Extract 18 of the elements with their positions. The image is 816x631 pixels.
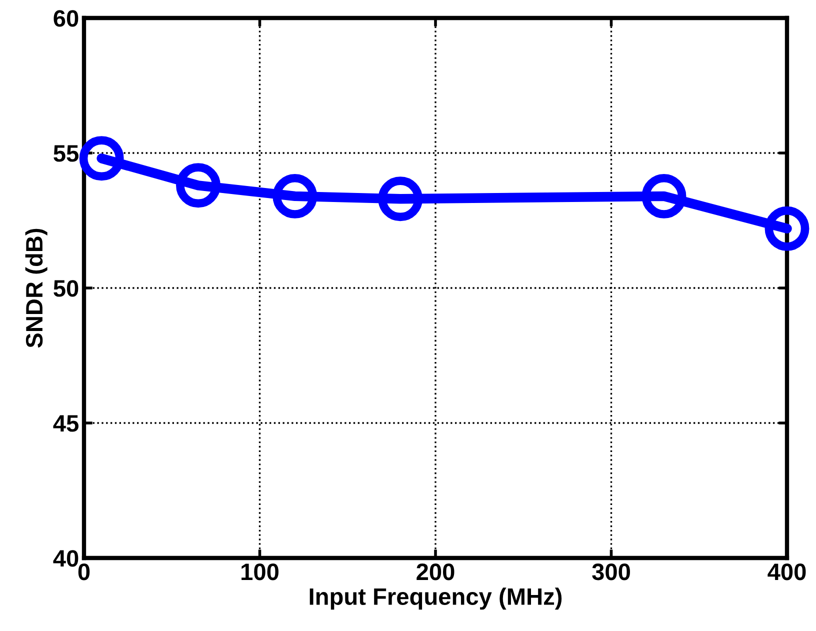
point: [642, 174, 686, 218]
point: [378, 176, 423, 222]
x-tick-label: 0: [78, 563, 90, 580]
x-axis-title: Input Frequency (MHz): [310, 588, 562, 610]
x-tick-label: 200: [416, 563, 454, 580]
y-tick-label: 40: [53, 550, 78, 567]
y-tick-label: 60: [54, 10, 78, 27]
y-tick-label: 45: [53, 415, 78, 432]
y-tick-label: 55: [54, 145, 78, 162]
point: [176, 163, 220, 208]
point: [272, 174, 318, 218]
point: [764, 206, 810, 251]
x-tick-label: 400: [768, 563, 806, 580]
x-tick-label: 100: [242, 563, 278, 580]
x-tick-label: 300: [592, 563, 630, 580]
point: [79, 136, 124, 181]
y-axis-title: SNDR (dB): [25, 228, 48, 348]
y-tick-label: 50: [54, 280, 78, 297]
